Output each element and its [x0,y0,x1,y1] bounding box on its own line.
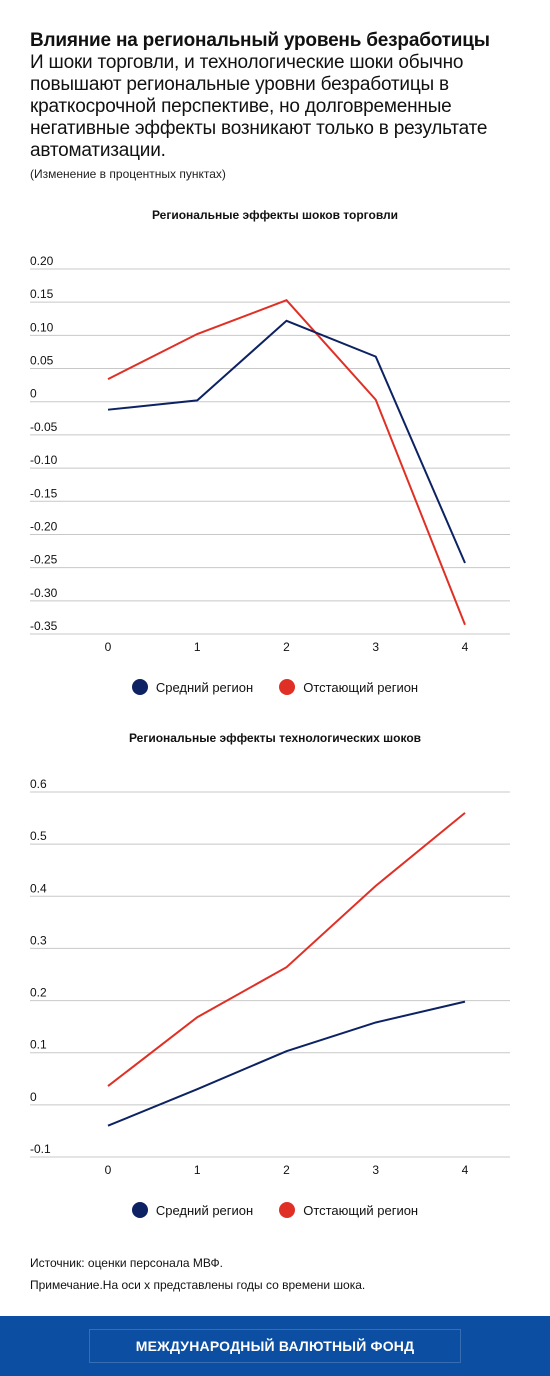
header: Влияние на региональный уровень безработ… [30,30,530,182]
legend-swatch-series-1 [131,679,148,695]
y-tick-label: 0.1 [30,1038,47,1052]
y-tick-label: -0.05 [30,420,58,434]
x-tick-label: 1 [194,1163,201,1177]
footer-frame: МЕЖДУНАРОДНЫЙ ВАЛЮТНЫЙ ФОНД [89,1329,461,1363]
x-tick-label: 0 [105,1163,112,1177]
organization-name: МЕЖДУНАРОДНЫЙ ВАЛЮТНЫЙ ФОНД [135,1338,415,1354]
x-tick-label: 4 [462,640,469,654]
y-tick-label: 0.05 [30,354,54,368]
y-tick-label: 0.15 [30,287,54,301]
chart-1-legend: Средний регион Отстающий регион [0,677,550,697]
chart-1-plot: 0.20 0.15 0.10 0.05 0 -0.05 -0.10 -0.15 -0.20 -0.… [30,254,510,654]
x-tick-label: 0 [105,640,112,654]
x-tick-label: 1 [194,640,201,654]
legend-label-series-2: Отстающий регион [303,1202,419,1218]
legend-label-series-1: Средний регион [155,1202,254,1218]
x-tick-label: 2 [283,640,290,654]
notes: Источник: оценки персонала МВФ. Примечан… [30,1252,365,1296]
series-line-2 [107,299,466,626]
y-tick-label: -0.1 [30,1142,51,1156]
legend-label-series-2: Отстающий регион [303,679,419,695]
axis-note: Примечание.На оси x представлены годы со… [30,1278,366,1292]
page-title: Влияние на региональный уровень безработ… [30,30,490,51]
y-tick-label: -0.15 [30,486,58,500]
x-tick-label: 4 [462,1163,469,1177]
y-tick-label: -0.20 [30,519,58,533]
y-tick-label: 0.20 [30,254,54,268]
y-tick-label: 0.10 [30,320,54,334]
legend-item-series-2: Отстающий регион [279,1202,418,1218]
legend-swatch-series-2 [279,679,296,695]
x-tick-label: 2 [283,1163,290,1177]
legend-item-series-1: Средний регион [131,679,254,695]
x-tick-label: 3 [372,1163,379,1177]
y-tick-label: -0.35 [30,619,58,633]
legend-item-series-1: Средний регион [131,1202,254,1218]
chart-1-title: Региональные эффекты шоков торговли [151,208,399,222]
y-tick-label: 0.2 [30,986,47,1000]
chart-2-plot: 0.6 0.5 0.4 0.3 0.2 0.1 0 -0.1 0 1 2 3 4 [30,777,510,1177]
legend-swatch-series-1 [131,1202,148,1218]
y-tick-label: 0 [30,387,37,401]
page-subtitle: И шоки торговли, и технологические шоки … [30,52,488,161]
chart-2-title: Региональные эффекты технологических шок… [128,731,422,745]
y-tick-label: 0 [30,1090,37,1104]
y-tick-label: 0.4 [30,881,47,895]
legend-swatch-series-2 [279,1202,296,1218]
series-line-2 [107,812,466,1087]
y-tick-label: -0.10 [30,453,58,467]
legend-label-series-1: Средний регион [155,679,254,695]
legend-item-series-2: Отстающий регион [279,679,418,695]
y-tick-label: 0.6 [30,777,47,791]
x-tick-label: 3 [372,640,379,654]
y-tick-label: -0.30 [30,586,58,600]
source-note: Источник: оценки персонала МВФ. [30,1256,223,1270]
units-note: (Изменение в процентных пунктах) [30,167,226,181]
footer-banner: МЕЖДУНАРОДНЫЙ ВАЛЮТНЫЙ ФОНД [0,1316,550,1376]
y-tick-label: -0.25 [30,553,58,567]
series-line-1 [107,1000,466,1127]
chart-2-legend: Средний регион Отстающий регион [0,1200,550,1220]
y-tick-label: 0.3 [30,933,47,947]
y-tick-label: 0.5 [30,829,47,843]
series-line-1 [107,319,466,564]
